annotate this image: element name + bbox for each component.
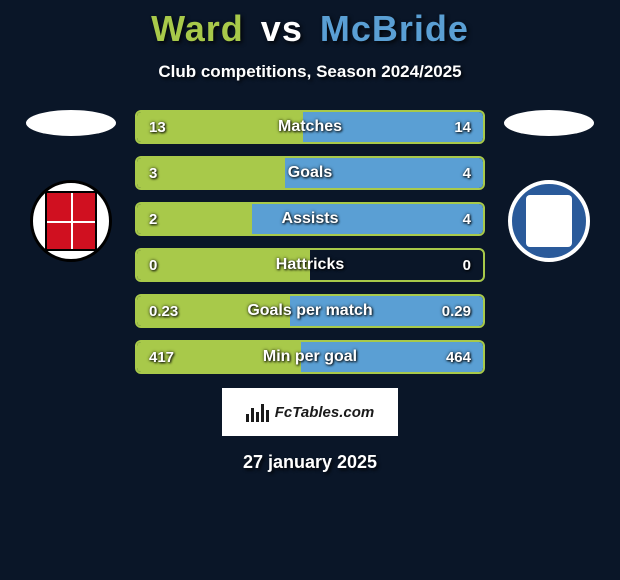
infographic-container: Ward vs McBride Club competitions, Seaso… [0,0,620,580]
title-player1: Ward [151,8,244,49]
stat-value-right: 4 [463,211,471,228]
right-crest-shield-icon [526,195,572,247]
right-column [499,110,599,262]
left-club-crest-icon [30,180,112,262]
stat-row: 13 14 Matches [135,110,485,144]
branding-badge: FcTables.com [222,388,398,436]
stat-value-right: 0 [463,257,471,274]
right-club-crest-icon [508,180,590,262]
stat-fill-left [137,158,285,188]
date-label: 27 january 2025 [243,452,377,473]
stat-label: Matches [278,118,342,136]
subtitle: Club competitions, Season 2024/2025 [158,62,461,82]
stat-row: 0.23 0.29 Goals per match [135,294,485,328]
stat-row: 3 4 Goals [135,156,485,190]
stat-value-left: 0 [149,257,157,274]
title: Ward vs McBride [151,8,469,50]
stat-label: Assists [282,210,339,228]
branding-text: FcTables.com [275,404,374,421]
stat-value-left: 417 [149,349,174,366]
right-flag-icon [504,110,594,136]
left-crest-shield-icon [45,191,97,251]
stat-row: 417 464 Min per goal [135,340,485,374]
stat-row: 0 0 Hattricks [135,248,485,282]
stat-value-left: 0.23 [149,303,178,320]
title-player2: McBride [320,8,469,49]
left-column [21,110,121,262]
stat-value-left: 3 [149,165,157,182]
left-flag-icon [26,110,116,136]
stat-label: Goals per match [247,302,372,320]
content-row: 13 14 Matches 3 4 Goals 2 4 Assists 0 0 Hattricks 0.… [0,110,620,374]
stat-value-right: 14 [454,119,471,136]
stat-label: Goals [288,164,332,182]
stat-value-left: 13 [149,119,166,136]
stat-label: Min per goal [263,348,357,366]
title-vs: vs [261,8,303,49]
stat-label: Hattricks [276,256,344,274]
stat-value-right: 464 [446,349,471,366]
stats-panel: 13 14 Matches 3 4 Goals 2 4 Assists 0 0 Hattricks 0.… [135,110,485,374]
branding-chart-icon [246,402,269,422]
stat-value-right: 0.29 [442,303,471,320]
stat-value-left: 2 [149,211,157,228]
stat-row: 2 4 Assists [135,202,485,236]
stat-value-right: 4 [463,165,471,182]
